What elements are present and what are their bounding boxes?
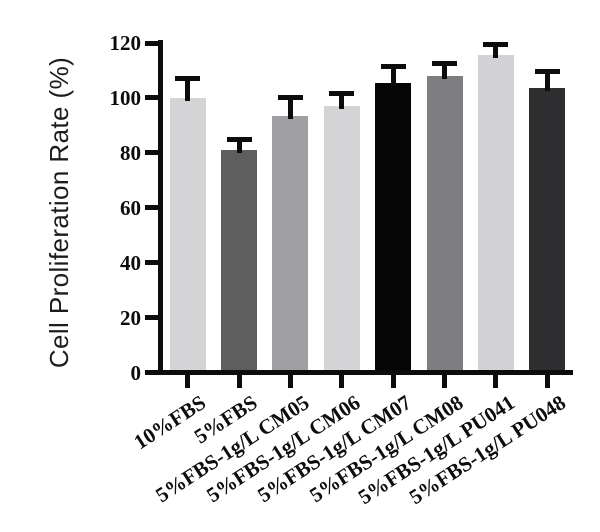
error-bar-line bbox=[339, 93, 345, 110]
y-tick-label: 0 bbox=[130, 360, 142, 385]
y-tick bbox=[145, 260, 158, 266]
error-bar-cap bbox=[534, 69, 560, 75]
y-tick-label: 20 bbox=[120, 305, 141, 330]
bar-10%FBS bbox=[169, 97, 206, 373]
bar-5%FBS bbox=[221, 150, 258, 373]
bar-5%FBS-1g/L PU041 bbox=[477, 55, 514, 373]
bar-5%FBS-1g/L PU048 bbox=[529, 88, 566, 373]
x-tick bbox=[493, 375, 499, 388]
bar-5%FBS-1g/L CM07 bbox=[375, 82, 412, 373]
y-tick-label: 60 bbox=[120, 195, 141, 220]
error-bar-cap bbox=[483, 41, 509, 47]
y-tick bbox=[145, 95, 158, 101]
y-tick bbox=[145, 205, 158, 211]
bar-5%FBS-1g/L CM08 bbox=[426, 75, 463, 373]
y-tick-label: 100 bbox=[109, 85, 142, 110]
y-tick bbox=[145, 40, 158, 46]
y-tick bbox=[145, 370, 158, 375]
error-bar-line bbox=[493, 44, 499, 59]
x-axis-line bbox=[158, 370, 573, 375]
bar-5%FBS-1g/L CM06 bbox=[323, 106, 360, 373]
y-tick-label: 40 bbox=[120, 250, 141, 275]
error-bar-line bbox=[236, 139, 242, 154]
error-bar-cap bbox=[380, 63, 406, 69]
error-bar-cap bbox=[226, 136, 252, 142]
error-bar-cap bbox=[432, 61, 458, 67]
error-bar-line bbox=[442, 63, 448, 79]
y-tick-label: 120 bbox=[109, 31, 142, 55]
x-tick bbox=[442, 375, 448, 388]
error-bar-cap bbox=[329, 91, 355, 97]
bar-5%FBS-1g/L CM05 bbox=[272, 115, 309, 373]
x-tick bbox=[287, 375, 293, 388]
x-tick bbox=[185, 375, 191, 388]
x-tick bbox=[544, 375, 550, 388]
error-bar-line bbox=[185, 78, 191, 101]
error-bar-line bbox=[390, 66, 396, 86]
y-tick-label: 80 bbox=[120, 140, 141, 165]
x-tick bbox=[236, 375, 242, 388]
error-bar-cap bbox=[175, 76, 201, 82]
error-bar-line bbox=[544, 71, 550, 92]
y-tick bbox=[145, 315, 158, 321]
x-tick bbox=[339, 375, 345, 388]
y-tick bbox=[145, 150, 158, 156]
error-bar-cap bbox=[277, 95, 303, 101]
error-bar-line bbox=[287, 97, 293, 119]
x-tick bbox=[390, 375, 396, 388]
y-axis-line bbox=[158, 40, 163, 375]
